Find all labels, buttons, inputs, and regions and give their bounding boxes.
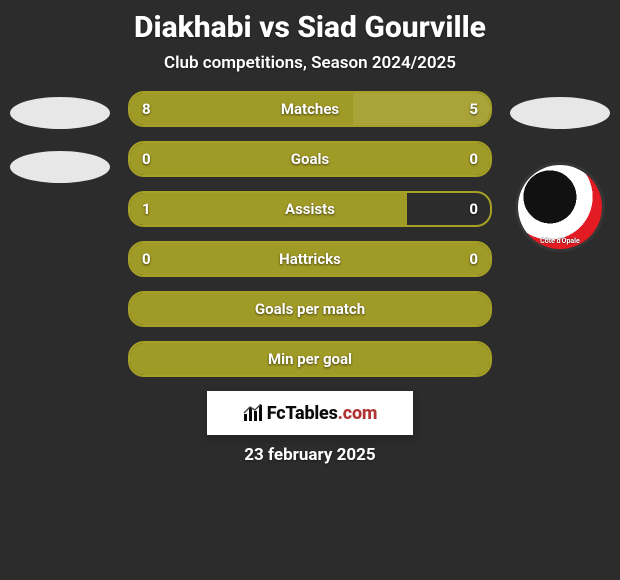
page-title: Diakhabi vs Siad Gourville <box>0 0 620 45</box>
stat-bars: Matches85Goals00Assists10Hattricks00Goal… <box>120 91 500 377</box>
club-crest: Côte d'Opale <box>518 165 602 249</box>
bar-label: Goals per match <box>255 300 365 318</box>
stat-bar: Goals per match <box>128 291 492 327</box>
stat-bar: Hattricks 0 0 <box>128 241 492 277</box>
player-left-avatars <box>0 91 120 183</box>
player-left-ellipse-1 <box>10 97 110 129</box>
bar-value-right: 5 <box>469 100 478 118</box>
footer-text-suffix: .com <box>338 403 378 424</box>
bar-value-left: 0 <box>142 250 151 268</box>
bar-value-right: 0 <box>469 250 478 268</box>
page-subtitle: Club competitions, Season 2024/2025 <box>0 53 620 73</box>
bar-value-right: 0 <box>469 150 478 168</box>
footer-badge[interactable]: FcTables.com <box>207 391 413 435</box>
stat-bar: Goals 0 0 <box>128 141 492 177</box>
bar-label: Min per goal <box>268 350 352 368</box>
crest-label: Côte d'Opale <box>518 237 602 245</box>
bar-label: Goals <box>291 150 329 168</box>
footer-date: 23 february 2025 <box>0 445 620 465</box>
player-right-ellipse <box>510 97 610 129</box>
bar-value-right: 0 <box>469 200 478 218</box>
player-left-ellipse-2 <box>10 151 110 183</box>
stat-bar: Assists 1 0 <box>128 191 492 227</box>
bar-value-left: 1 <box>142 200 151 218</box>
footer-text-prefix: FcTables <box>267 403 338 424</box>
chart-icon <box>243 404 263 422</box>
bar-fill-left <box>130 193 407 225</box>
bar-value-left: 8 <box>142 100 151 118</box>
bar-value-left: 0 <box>142 150 151 168</box>
stat-bar: Min per goal <box>128 341 492 377</box>
bar-label: Assists <box>285 200 335 218</box>
bar-label: Hattricks <box>279 250 341 268</box>
bar-label: Matches <box>281 100 339 118</box>
comparison-widget: Diakhabi vs Siad Gourville Club competit… <box>0 0 620 580</box>
player-right-avatars: Côte d'Opale <box>500 91 620 249</box>
footer-text: FcTables.com <box>267 403 378 424</box>
content-row: Matches85Goals00Assists10Hattricks00Goal… <box>0 91 620 377</box>
stat-bar: Matches 8 5 <box>128 91 492 127</box>
